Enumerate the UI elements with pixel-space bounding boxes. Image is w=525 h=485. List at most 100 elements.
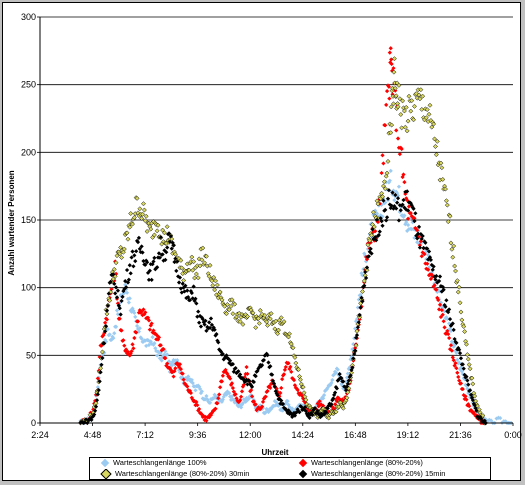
data-point: [151, 232, 157, 238]
data-point: [204, 393, 209, 399]
data-point: [190, 296, 195, 301]
data-point: [156, 350, 162, 355]
data-point: [302, 405, 308, 410]
data-point: [207, 400, 213, 405]
legend: Warteschlangenlänge 100% Warteschlangenlä…: [89, 457, 491, 480]
data-point: [103, 339, 109, 344]
data-point: [461, 324, 467, 329]
series-3: [78, 56, 489, 426]
data-point: [426, 249, 432, 254]
data-point: [439, 289, 444, 294]
data-point: [406, 204, 412, 209]
data-point: [165, 361, 170, 366]
data-point: [466, 382, 471, 387]
data-point: [103, 320, 108, 325]
data-point: [354, 333, 360, 338]
legend-item: Warteschlangenlänge (80%-20%) 30min: [92, 468, 290, 479]
data-point: [300, 384, 306, 390]
data-point: [175, 361, 180, 366]
data-point: [388, 130, 394, 136]
data-point: [428, 276, 433, 282]
data-point: [339, 381, 344, 387]
x-tick-label: 19:12: [397, 430, 420, 440]
data-point: [151, 259, 156, 264]
data-point: [208, 412, 214, 418]
data-point: [176, 364, 182, 370]
data-point: [431, 264, 436, 269]
data-point: [377, 229, 382, 234]
data-point: [474, 408, 479, 413]
data-point: [162, 230, 167, 236]
data-point: [275, 331, 281, 337]
data-point: [398, 208, 403, 213]
data-point: [112, 281, 117, 286]
data-point: [450, 321, 455, 326]
data-point: [113, 291, 118, 296]
data-point: [472, 412, 477, 417]
data-point: [464, 374, 469, 379]
data-point: [137, 326, 142, 331]
data-point: [111, 336, 116, 341]
data-point: [87, 416, 93, 421]
data-point: [400, 202, 405, 207]
data-point: [279, 385, 284, 391]
data-point: [425, 261, 430, 266]
data-point: [202, 417, 207, 423]
data-point: [331, 396, 336, 401]
data-point: [432, 144, 438, 149]
data-point: [294, 410, 299, 415]
data-point: [460, 371, 465, 377]
data-point: [373, 208, 378, 213]
data-point: [437, 302, 443, 307]
data-point: [327, 401, 332, 406]
y-tick-label: 150: [21, 215, 36, 225]
data-point: [130, 221, 135, 227]
data-point: [370, 227, 375, 232]
data-point: [361, 278, 367, 284]
data-point: [326, 415, 332, 421]
y-tick-label: 200: [21, 147, 36, 157]
data-point: [364, 267, 370, 273]
y-tick-label: 300: [21, 12, 36, 22]
data-point: [322, 393, 327, 398]
data-point: [187, 297, 193, 303]
data-point: [405, 222, 411, 228]
data-point: [203, 253, 209, 259]
data-point: [219, 379, 225, 384]
data-point: [382, 186, 388, 192]
series-2: [78, 46, 486, 426]
data-point: [259, 404, 265, 409]
data-point: [207, 325, 213, 330]
data-point: [319, 402, 324, 407]
data-point: [321, 403, 326, 408]
data-point: [227, 390, 232, 396]
data-point: [116, 303, 121, 308]
data-point: [448, 343, 454, 348]
data-point: [273, 318, 279, 324]
data-point: [360, 273, 365, 278]
data-point: [226, 356, 231, 361]
data-point: [373, 229, 378, 234]
data-point: [153, 346, 158, 351]
x-axis-title: Uhrzeit: [261, 448, 288, 457]
data-point: [259, 405, 264, 410]
data-point: [456, 374, 461, 380]
data-point: [223, 391, 228, 396]
data-point: [472, 393, 478, 399]
gridlines: [40, 16, 513, 356]
data-point: [193, 296, 198, 301]
data-point: [387, 202, 392, 207]
data-point: [392, 204, 397, 209]
data-point: [280, 401, 286, 407]
data-point: [195, 314, 200, 319]
legend-label: Warteschlangenlänge (80%-20%) 15min: [311, 468, 446, 478]
x-tick-label: 21:36: [449, 430, 472, 440]
data-point: [333, 384, 339, 390]
data-point: [383, 207, 388, 212]
data-point: [465, 356, 471, 362]
data-point: [134, 330, 139, 335]
legend-label: Warteschlangenlänge 100%: [113, 458, 207, 468]
data-point: [389, 122, 395, 128]
data-point: [348, 373, 353, 378]
data-point: [271, 403, 277, 409]
